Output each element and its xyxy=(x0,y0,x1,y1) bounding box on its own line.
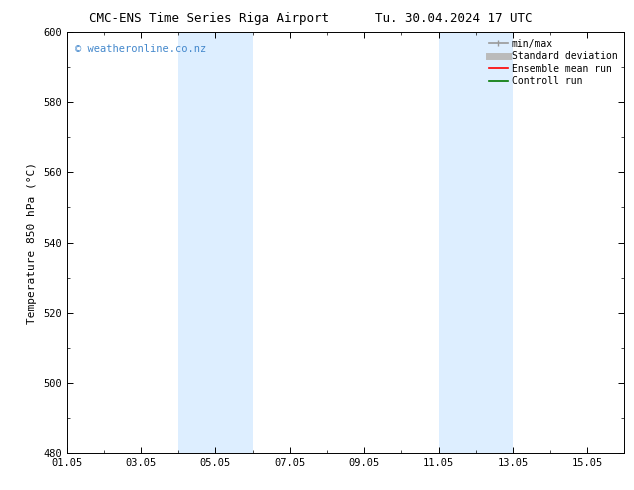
Y-axis label: Temperature 850 hPa (°C): Temperature 850 hPa (°C) xyxy=(27,162,37,323)
Legend: min/max, Standard deviation, Ensemble mean run, Controll run: min/max, Standard deviation, Ensemble me… xyxy=(487,37,619,88)
Bar xyxy=(178,32,252,453)
Text: © weatheronline.co.nz: © weatheronline.co.nz xyxy=(75,45,206,54)
Text: CMC-ENS Time Series Riga Airport: CMC-ENS Time Series Riga Airport xyxy=(89,12,329,25)
Text: Tu. 30.04.2024 17 UTC: Tu. 30.04.2024 17 UTC xyxy=(375,12,532,25)
Bar xyxy=(439,32,513,453)
